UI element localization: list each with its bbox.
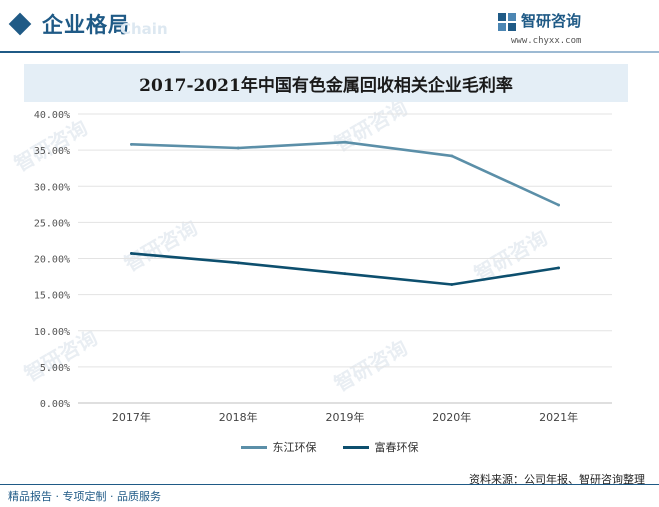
legend-item: 富春环保 (342, 438, 419, 456)
y-tick-label: 20.00% (34, 255, 70, 266)
data-point (130, 252, 133, 255)
chart-legend: 东江环保 富春环保 (0, 438, 659, 456)
data-point (557, 203, 560, 207)
x-tick-label: 2019年 (326, 410, 365, 424)
brand-logo-icon (498, 13, 516, 31)
data-point (450, 154, 454, 158)
y-tick-label: 40.00% (34, 110, 70, 121)
legend-label: 富春环保 (374, 441, 419, 454)
y-tick-label: 30.00% (34, 182, 70, 193)
data-point (343, 140, 347, 144)
header: 企业格局 Chain 智研咨询 www.chyxx.com (0, 0, 659, 52)
legend-item: 东江环保 (240, 438, 317, 456)
x-tick-label: 2020年 (432, 410, 471, 424)
brand-logo: 智研咨询 www.chyxx.com (497, 8, 647, 50)
chart-title-band: 2017-2021年中国有色金属回收相关企业毛利率 (24, 64, 628, 102)
y-tick-label: 5.00% (40, 363, 70, 374)
footer-slogan: 精品报告 · 专项定制 · 品质服务 (8, 490, 161, 503)
header-rule-accent (180, 51, 659, 53)
footer-rule (0, 484, 659, 485)
x-tick-label: 2017年 (112, 410, 151, 424)
legend-label: 东江环保 (272, 441, 317, 454)
y-tick-label: 15.00% (34, 291, 70, 302)
brand-url: www.chyxx.com (511, 36, 582, 46)
line-chart: 0.00% 5.00% 10.00% 15.00% 20.00% 25.00% 30.00%… (34, 110, 612, 424)
x-tick-label: 2021年 (539, 410, 578, 424)
data-point (236, 146, 240, 150)
data-point (236, 261, 240, 265)
brand-name: 智研咨询 (521, 12, 582, 30)
y-tick-label: 0.00% (40, 399, 70, 410)
data-point (343, 272, 347, 276)
data-point (130, 142, 133, 146)
section-title: 企业格局 (42, 13, 130, 37)
source-note: 资料来源：公司年报、智研咨询整理 (469, 473, 645, 486)
y-tick-label: 25.00% (34, 218, 70, 229)
y-tick-label: 35.00% (34, 146, 70, 157)
legend-swatch (240, 445, 267, 449)
data-point (557, 266, 560, 270)
x-tick-label: 2018年 (219, 410, 258, 424)
data-point (450, 283, 454, 286)
footer-bar: 精品报告 · 专项定制 · 品质服务 (0, 484, 659, 507)
legend-swatch (342, 445, 369, 449)
series-line (130, 140, 560, 207)
title-ghost-text: Chain (120, 20, 168, 38)
y-tick-label: 10.00% (34, 327, 70, 338)
chart-title: 2017-2021年中国有色金属回收相关企业毛利率 (139, 75, 513, 96)
